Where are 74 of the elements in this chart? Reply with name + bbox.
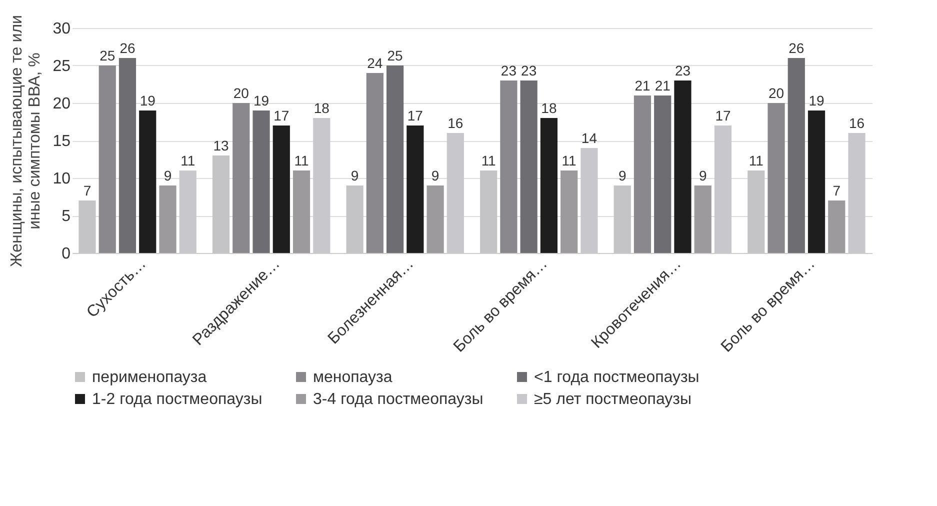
bar xyxy=(252,110,270,253)
data-label: 9 xyxy=(618,168,626,184)
bar xyxy=(828,200,846,253)
y-tick-label: 20 xyxy=(52,96,71,112)
bar xyxy=(768,103,785,253)
bar xyxy=(560,170,578,253)
bar xyxy=(788,58,805,253)
bar xyxy=(426,186,444,253)
data-label: 18 xyxy=(314,100,330,116)
data-label: 17 xyxy=(407,108,424,124)
data-label: 11 xyxy=(180,152,196,168)
data-label: 21 xyxy=(634,78,650,94)
y-tick-label: 15 xyxy=(52,133,71,150)
bar xyxy=(500,80,518,253)
data-label: 16 xyxy=(848,115,865,131)
legend-label: ≥5 лет постмеопаузы xyxy=(534,391,692,408)
data-label: 26 xyxy=(788,40,804,56)
bar xyxy=(98,66,116,253)
bar xyxy=(406,126,424,253)
data-label: 9 xyxy=(350,168,359,184)
data-label: 16 xyxy=(448,115,464,131)
data-label: 19 xyxy=(140,92,156,108)
data-label: 19 xyxy=(808,92,825,108)
data-label: 7 xyxy=(83,182,92,198)
bar xyxy=(292,170,310,253)
data-label: 11 xyxy=(481,152,496,168)
data-label: 17 xyxy=(715,108,731,124)
bar xyxy=(139,110,156,253)
legend-label: перименопауза xyxy=(92,369,207,386)
data-label: 20 xyxy=(768,85,784,101)
data-label: 19 xyxy=(253,92,270,108)
data-label: 14 xyxy=(581,130,598,146)
data-label: 11 xyxy=(294,152,309,168)
legend-label: 1-2 года постмеопаузы xyxy=(92,391,262,408)
y-tick-label: 10 xyxy=(52,170,71,188)
bar xyxy=(232,103,250,253)
data-label: 26 xyxy=(120,40,136,56)
data-label: 18 xyxy=(541,100,557,116)
y-tick-label: 30 xyxy=(52,20,71,38)
bar xyxy=(540,118,558,253)
data-label: 23 xyxy=(500,62,517,78)
data-label: 24 xyxy=(367,55,383,71)
bar xyxy=(520,80,538,253)
data-label: 7 xyxy=(832,182,841,198)
data-label: 11 xyxy=(562,152,577,168)
data-label: 13 xyxy=(213,138,230,154)
data-label: 9 xyxy=(698,168,707,184)
data-label: 20 xyxy=(233,85,250,101)
data-label: 23 xyxy=(521,62,537,78)
bar xyxy=(674,80,692,253)
bar xyxy=(808,110,826,253)
bar xyxy=(366,73,384,253)
data-label: 11 xyxy=(748,152,764,168)
bar xyxy=(159,186,176,253)
bar xyxy=(386,66,404,253)
data-label: 23 xyxy=(674,62,691,78)
legend-label: <1 года постмеопаузы xyxy=(534,369,700,386)
bar xyxy=(634,96,652,253)
y-axis-title: Женщины, испытывающие те или иные симптомы ВВА, % xyxy=(8,15,44,267)
data-label: 25 xyxy=(100,48,116,64)
data-label: 25 xyxy=(387,48,404,64)
y-tick-label: 25 xyxy=(52,58,71,75)
data-label: 9 xyxy=(431,168,440,184)
legend-label: менопауза xyxy=(313,369,392,386)
bar xyxy=(694,186,712,253)
data-label: 21 xyxy=(654,78,671,94)
y-tick-label: 0 xyxy=(62,246,71,262)
bar xyxy=(654,96,672,253)
legend-label: 3-4 года постмеопаузы xyxy=(313,391,484,408)
bar xyxy=(118,58,136,253)
bar xyxy=(272,126,290,253)
data-label: 9 xyxy=(164,168,172,184)
data-label: 17 xyxy=(274,108,290,124)
y-tick-label: 5 xyxy=(62,208,71,225)
